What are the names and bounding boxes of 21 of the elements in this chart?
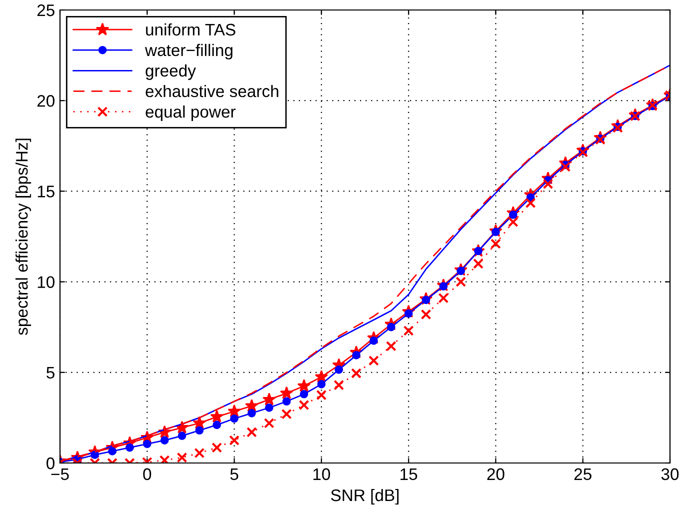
x-tick-label: 15 — [400, 468, 418, 480]
y-axis-title: spectral efficiency [bps/Hz] — [16, 138, 32, 335]
x-tick-label: 0 — [143, 468, 152, 480]
x-axis-title: SNR [dB] — [331, 488, 399, 504]
x-tick-label: 5 — [230, 468, 238, 480]
y-tick-label: 10 — [38, 276, 54, 288]
x-tick-label: 20 — [487, 468, 504, 480]
x-tick-label: −5 — [51, 468, 69, 480]
legend-label: water−filling — [144, 44, 232, 60]
legend-label: greedy — [146, 64, 196, 80]
legend-label: uniform TAS — [146, 23, 236, 36]
x-tick-label: 10 — [313, 468, 330, 480]
x-tick-label: 30 — [661, 468, 679, 480]
y-tick-label: 5 — [46, 366, 54, 379]
y-tick-label: 0 — [46, 457, 54, 470]
y-tick-label: 20 — [37, 95, 54, 107]
legend-label: equal power — [146, 105, 236, 122]
y-tick-label: 25 — [37, 4, 54, 16]
x-tick-label: 25 — [574, 468, 592, 480]
y-tick-label: 15 — [38, 186, 54, 198]
legend-label: exhaustive search — [146, 84, 278, 98]
